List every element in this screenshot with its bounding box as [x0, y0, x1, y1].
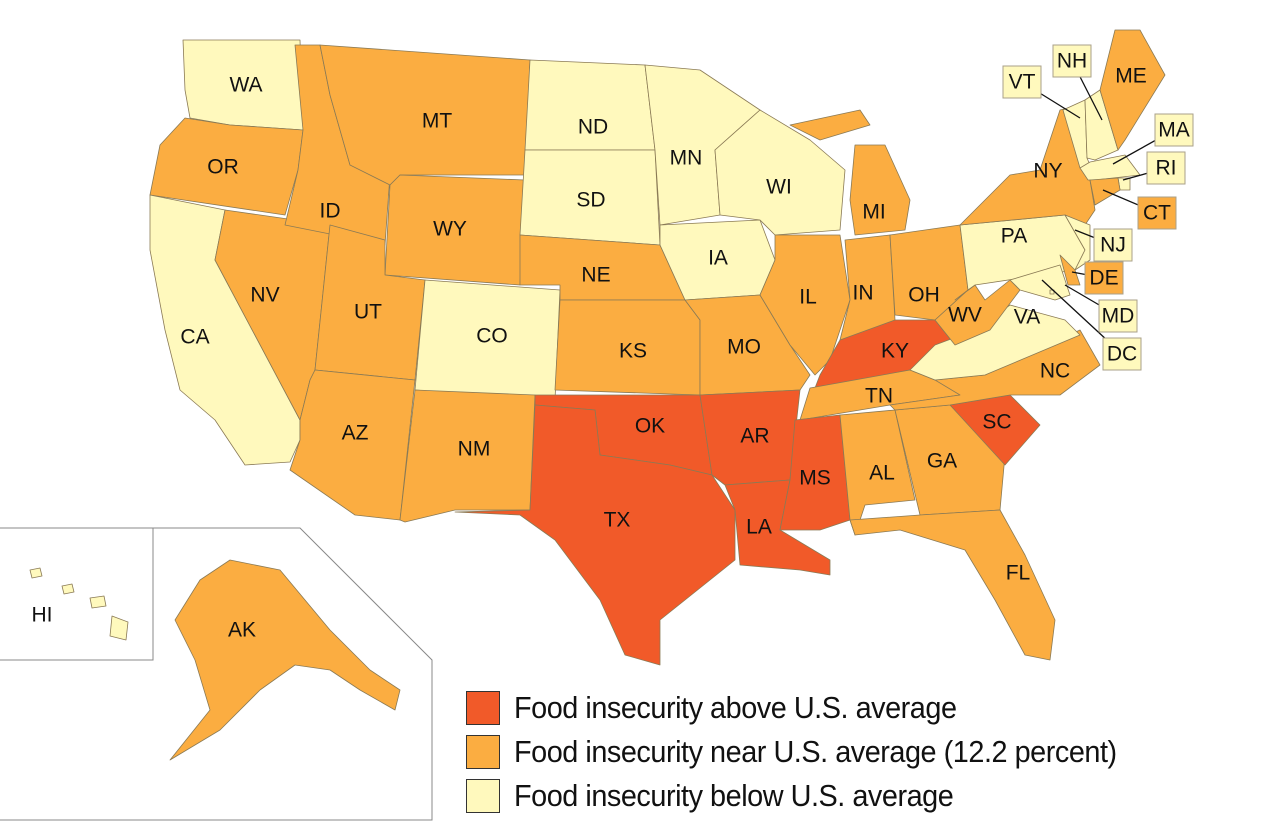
state-label-mn: MN	[670, 147, 703, 170]
state-label-de: DE	[1089, 267, 1118, 290]
state-label-ia: IA	[708, 247, 728, 270]
state-me	[1099, 29, 1166, 151]
state-label-vt: VT	[1009, 71, 1036, 94]
legend: Food insecurity above U.S. average Food …	[466, 686, 1162, 818]
callout-box-dc	[1102, 337, 1142, 371]
state-label-nd: ND	[578, 116, 608, 139]
state-label-ky: KY	[881, 340, 909, 363]
state-hi	[89, 595, 107, 609]
state-ak	[169, 559, 401, 761]
state-de	[1059, 254, 1081, 286]
state-label-ca: CA	[180, 326, 209, 349]
state-mi	[849, 144, 911, 236]
state-label-nj: NJ	[1100, 234, 1126, 257]
state-label-ri: RI	[1156, 157, 1177, 180]
state-hi	[61, 583, 75, 595]
state-label-wa: WA	[229, 74, 262, 97]
legend-swatch-below	[466, 779, 500, 813]
state-label-ga: GA	[927, 450, 957, 473]
callout-box-md	[1098, 299, 1138, 333]
hawaii-inset-frame	[0, 527, 154, 661]
state-vt	[1062, 99, 1091, 169]
state-label-mt: MT	[422, 110, 452, 133]
state-label-id: ID	[320, 200, 341, 223]
state-label-oh: OH	[908, 284, 940, 307]
state-label-nc: NC	[1040, 360, 1070, 383]
state-label-dc: DC	[1107, 343, 1137, 366]
state-label-ms: MS	[799, 467, 831, 490]
state-label-or: OR	[207, 156, 239, 179]
state-label-pa: PA	[1001, 225, 1027, 248]
state-mi	[789, 109, 871, 141]
state-label-tn: TN	[865, 385, 893, 408]
callout-box-ri	[1146, 151, 1186, 185]
state-label-va: VA	[1014, 306, 1040, 329]
state-label-ne: NE	[581, 264, 610, 287]
legend-swatch-above	[466, 691, 500, 725]
state-label-ct: CT	[1143, 202, 1171, 225]
state-hi	[29, 567, 43, 579]
state-label-al: AL	[869, 462, 895, 485]
legend-label: Food insecurity above U.S. average	[514, 690, 957, 725]
state-label-ok: OK	[635, 415, 665, 438]
state-wy	[384, 174, 526, 286]
callout-box-nh	[1052, 44, 1092, 78]
state-label-il: IL	[799, 286, 817, 309]
state-label-nh: NH	[1057, 50, 1087, 73]
state-label-la: LA	[746, 516, 772, 539]
state-fl	[849, 509, 1056, 661]
state-label-co: CO	[476, 325, 508, 348]
state-label-wv: WV	[948, 304, 982, 327]
legend-item-near: Food insecurity near U.S. average (12.2 …	[466, 730, 1162, 774]
state-label-sc: SC	[982, 411, 1011, 434]
state-label-ny: NY	[1033, 160, 1062, 183]
state-label-ma: MA	[1158, 119, 1190, 142]
alaska-inset-frame	[0, 527, 433, 821]
legend-label: Food insecurity below U.S. average	[514, 778, 954, 813]
state-label-md: MD	[1102, 305, 1135, 328]
state-label-nv: NV	[250, 284, 279, 307]
state-label-in: IN	[853, 282, 874, 305]
state-label-az: AZ	[342, 422, 369, 445]
legend-item-above: Food insecurity above U.S. average	[466, 686, 1162, 730]
state-label-me: ME	[1115, 65, 1147, 88]
state-hi	[109, 615, 129, 641]
callout-box-ma	[1154, 113, 1194, 147]
callout-box-nj	[1093, 228, 1133, 262]
state-wi	[714, 109, 846, 236]
state-label-sd: SD	[576, 189, 605, 212]
state-label-tx: TX	[604, 509, 631, 532]
callout-box-ct	[1137, 196, 1177, 230]
state-label-mo: MO	[727, 336, 761, 359]
state-tx	[454, 404, 736, 666]
state-label-fl: FL	[1006, 562, 1031, 585]
state-wv	[934, 279, 1021, 346]
state-label-nm: NM	[458, 438, 491, 461]
state-nh	[1084, 89, 1119, 161]
state-label-wy: WY	[433, 218, 467, 241]
callout-box-vt	[1002, 65, 1042, 99]
callout-box-de	[1084, 261, 1124, 295]
inset-frames	[0, 527, 433, 821]
state-az	[289, 369, 416, 521]
state-or	[149, 117, 304, 216]
state-label-ut: UT	[354, 301, 382, 324]
state-label-ar: AR	[740, 425, 769, 448]
legend-item-below: Food insecurity below U.S. average	[466, 774, 1162, 818]
state-il	[759, 234, 851, 376]
state-label-mi: MI	[862, 201, 885, 224]
legend-swatch-near	[466, 735, 500, 769]
state-nj	[1064, 214, 1091, 271]
state-label-hi: HI	[32, 604, 53, 627]
state-label-wi: WI	[766, 176, 792, 199]
legend-label: Food insecurity near U.S. average (12.2 …	[514, 734, 1117, 769]
state-label-ak: AK	[228, 619, 256, 642]
state-label-ks: KS	[619, 340, 647, 363]
